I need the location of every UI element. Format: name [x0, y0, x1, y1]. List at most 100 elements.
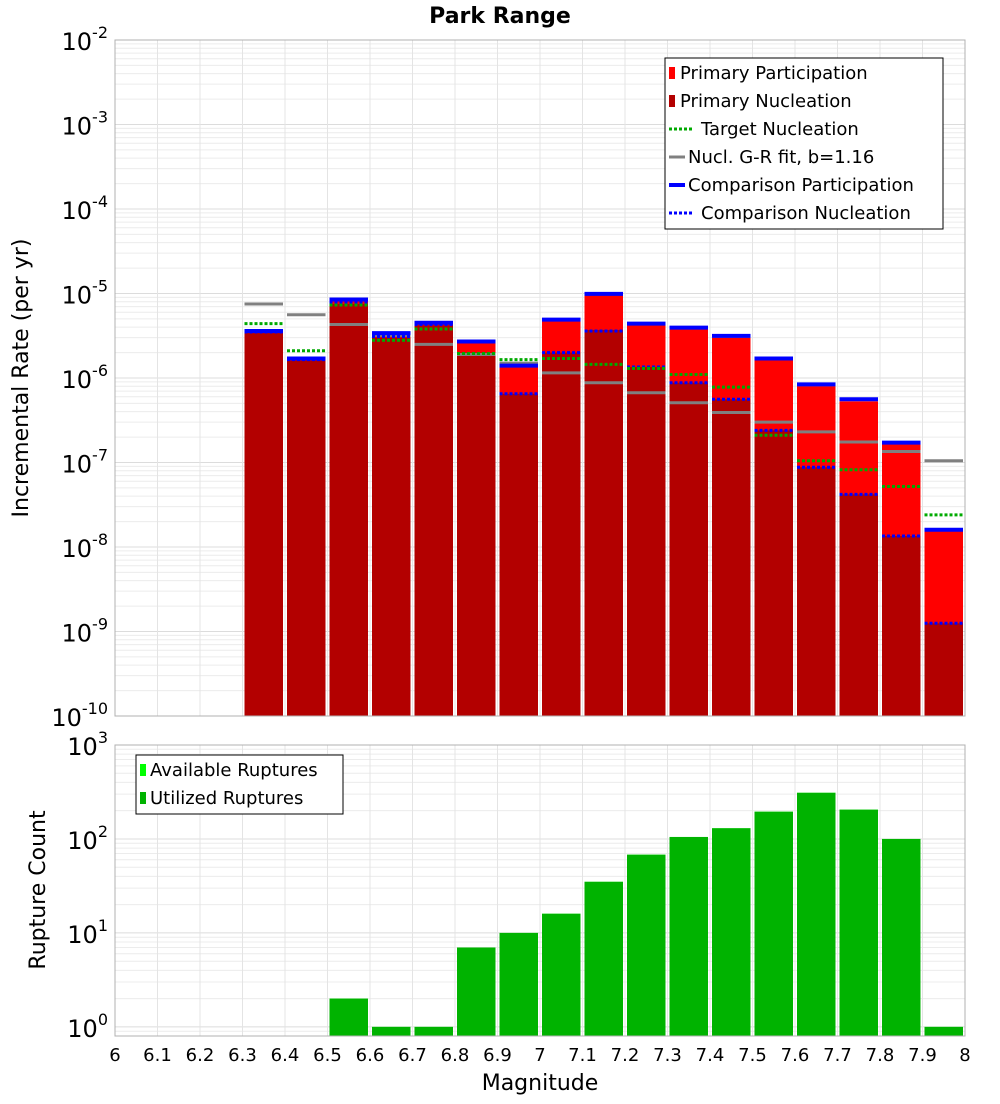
- x-tick-label: 6.2: [186, 1045, 215, 1066]
- bottom-y-tick-label-base: 10: [67, 733, 98, 761]
- bottom-y-tick-label: 101: [67, 916, 108, 949]
- top-y-tick-label-exponent: -4: [92, 192, 108, 211]
- top-legend: Primary Participation Primary Nucleation T…: [664, 57, 944, 230]
- x-axis-label: Magnitude: [482, 1071, 599, 1096]
- legend-swatch: [140, 764, 146, 776]
- bottom-y-tick-label-exponent: 1: [98, 916, 108, 935]
- top-y-tick-label: 10-4: [62, 192, 109, 225]
- top-markers: [244, 291, 963, 625]
- bottom-y-axis-label: Rupture Count: [26, 810, 51, 970]
- nucleation-bar: [329, 304, 368, 716]
- x-tick-label: 6.7: [398, 1045, 427, 1066]
- x-tick-label: 7.1: [568, 1045, 597, 1066]
- utilized-ruptures-bar: [627, 854, 666, 1036]
- nucleation-bar: [754, 430, 793, 716]
- x-tick-label: 7.2: [611, 1045, 640, 1066]
- utilized-ruptures-bar: [669, 836, 708, 1036]
- top-y-tick-label: 10-3: [62, 108, 109, 141]
- x-ticks: 6 6.1 6.2 6.3 6.4 6.5 6.6 6.7 6.8 6.9 7 7.1 7.2 7.3 7.…: [109, 1045, 970, 1066]
- top-y-tick-label-exponent: -5: [92, 277, 108, 296]
- legend-label: Utilized Ruptures: [150, 788, 303, 809]
- x-tick-label: 6.9: [483, 1045, 512, 1066]
- top-y-tick-label-base: 10: [62, 451, 93, 479]
- nucleation-bar: [499, 393, 538, 716]
- x-tick-label: 6.3: [228, 1045, 257, 1066]
- utilized-ruptures-bar: [499, 932, 538, 1036]
- top-y-tick-label: 10-10: [51, 699, 108, 732]
- bottom-plot-frame: [114, 744, 966, 1037]
- top-y-tick-label: 10-8: [62, 530, 109, 563]
- legend-label: Available Ruptures: [150, 760, 318, 781]
- x-tick-label: 6.5: [313, 1045, 342, 1066]
- legend-swatch: [669, 67, 675, 79]
- top-y-tick-label-exponent: -2: [92, 23, 108, 42]
- top-y-axis-label: Incremental Rate (per yr): [9, 239, 34, 518]
- top-y-tick-label-base: 10: [62, 197, 93, 225]
- top-y-tick-label: 10-7: [62, 446, 109, 479]
- top-y-tick-label: 10-9: [62, 615, 109, 648]
- x-tick-label: 7.6: [781, 1045, 810, 1066]
- nucleation-bar: [839, 494, 878, 716]
- legend-label: Primary Nucleation: [680, 91, 852, 112]
- legend-label: Primary Participation: [680, 63, 868, 84]
- bottom-y-tick-label-exponent: 3: [98, 728, 108, 747]
- top-legend-box: [664, 57, 944, 230]
- top-y-tick-label-exponent: -7: [92, 446, 108, 465]
- utilized-ruptures-bar: [372, 1026, 411, 1036]
- utilized-ruptures-bar: [754, 811, 793, 1036]
- x-tick-label: 6.6: [356, 1045, 385, 1066]
- nucleation-bar: [414, 325, 453, 716]
- nucleation-bar: [542, 352, 581, 716]
- top-y-tick-label-exponent: -8: [92, 530, 108, 549]
- top-y-tick-label-exponent: -3: [92, 108, 108, 127]
- nucleation-bar: [882, 535, 921, 716]
- top-y-tick-label-base: 10: [62, 282, 93, 310]
- nucleation-bar: [457, 352, 496, 716]
- bottom-y-tick-label: 102: [67, 822, 108, 855]
- nucleation-bar: [287, 360, 326, 716]
- top-y-tick-label-exponent: -10: [82, 699, 108, 718]
- nucleation-bar: [244, 333, 283, 716]
- top-y-tick-label: 10-2: [62, 23, 109, 56]
- legend-label: Target Nucleation: [700, 119, 859, 140]
- chart-title: Park Range: [429, 4, 571, 29]
- bottom-y-tick-label: 103: [67, 728, 108, 761]
- top-y-tick-label-exponent: -9: [92, 615, 108, 634]
- utilized-ruptures-bar: [882, 838, 921, 1036]
- bottom-bars: [329, 792, 963, 1036]
- utilized-ruptures-bar: [584, 881, 623, 1036]
- legend-swatch: [140, 792, 146, 804]
- top-y-tick-label-base: 10: [62, 620, 93, 648]
- top-y-tick-label: 10-5: [62, 277, 109, 310]
- bottom-y-tick-label: 100: [67, 1010, 108, 1043]
- x-tick-label: 7.9: [908, 1045, 937, 1066]
- nucleation-bar: [372, 337, 411, 716]
- bottom-y-tick-label-exponent: 2: [98, 822, 108, 841]
- top-y-tick-label-base: 10: [51, 704, 82, 732]
- utilized-ruptures-bar: [712, 828, 751, 1036]
- bottom-legend-box: [135, 754, 344, 815]
- utilized-ruptures-bar: [414, 1026, 453, 1036]
- nucleation-bar: [712, 399, 751, 716]
- top-y-tick-label: 10-6: [62, 361, 109, 394]
- bottom-legend: Available Ruptures Utilized Ruptures: [135, 754, 344, 815]
- utilized-ruptures-bar: [924, 1026, 963, 1036]
- utilized-ruptures-bar: [457, 947, 496, 1036]
- x-tick-label: 7.8: [866, 1045, 895, 1066]
- top-y-tick-label-base: 10: [62, 113, 93, 141]
- utilized-ruptures-bar: [839, 809, 878, 1036]
- x-tick-label: 6.8: [441, 1045, 470, 1066]
- x-tick-label: 7.5: [738, 1045, 767, 1066]
- bottom-y-tick-label-exponent: 0: [98, 1010, 108, 1029]
- x-tick-label: 8: [959, 1045, 970, 1066]
- bottom-y-tick-label-base: 10: [67, 921, 98, 949]
- x-tick-label: 6.1: [143, 1045, 172, 1066]
- legend-swatch: [669, 95, 675, 107]
- nucleation-bar: [669, 382, 708, 716]
- legend-label: Comparison Participation: [688, 175, 914, 196]
- nucleation-bar: [924, 623, 963, 716]
- x-tick-label: 7.7: [823, 1045, 852, 1066]
- top-y-tick-label-base: 10: [62, 28, 93, 56]
